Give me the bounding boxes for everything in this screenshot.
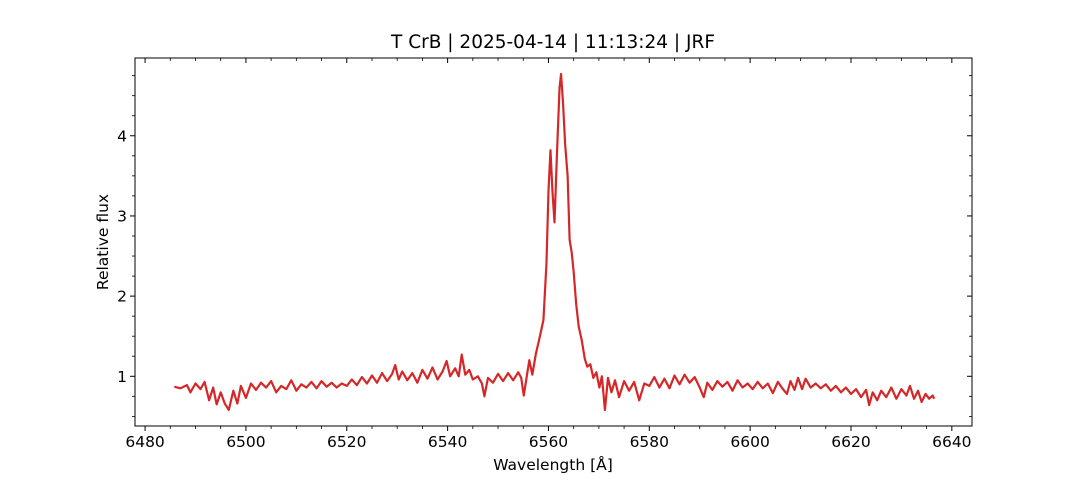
y-tick-label: 2 (117, 288, 127, 306)
chart-title: T CrB | 2025-04-14 | 11:13:24 | JRF (390, 32, 715, 53)
x-tick-label: 6560 (529, 433, 568, 451)
x-tick-label: 6640 (932, 433, 971, 451)
y-axis-label: Relative flux (94, 194, 112, 290)
x-tick-label: 6500 (226, 433, 265, 451)
plot-frame (134, 57, 973, 427)
x-tick-label: 6480 (125, 433, 164, 451)
x-tick-label: 6580 (630, 433, 669, 451)
x-tick-label: 6600 (730, 433, 769, 451)
x-tick-label: 6620 (831, 433, 870, 451)
y-tick-label: 1 (117, 368, 127, 386)
x-tick-label: 6540 (428, 433, 467, 451)
x-axis-label: Wavelength [Å] (493, 455, 613, 474)
spectrum-line (174, 72, 936, 412)
x-tick-label: 6520 (327, 433, 366, 451)
y-tick-label: 3 (117, 207, 127, 225)
y-tick-label: 4 (117, 127, 127, 145)
plot-area: 6480 6500 6520 6540 6560 6580 6600 6620 6640 1 2 3 4 (117, 57, 973, 451)
